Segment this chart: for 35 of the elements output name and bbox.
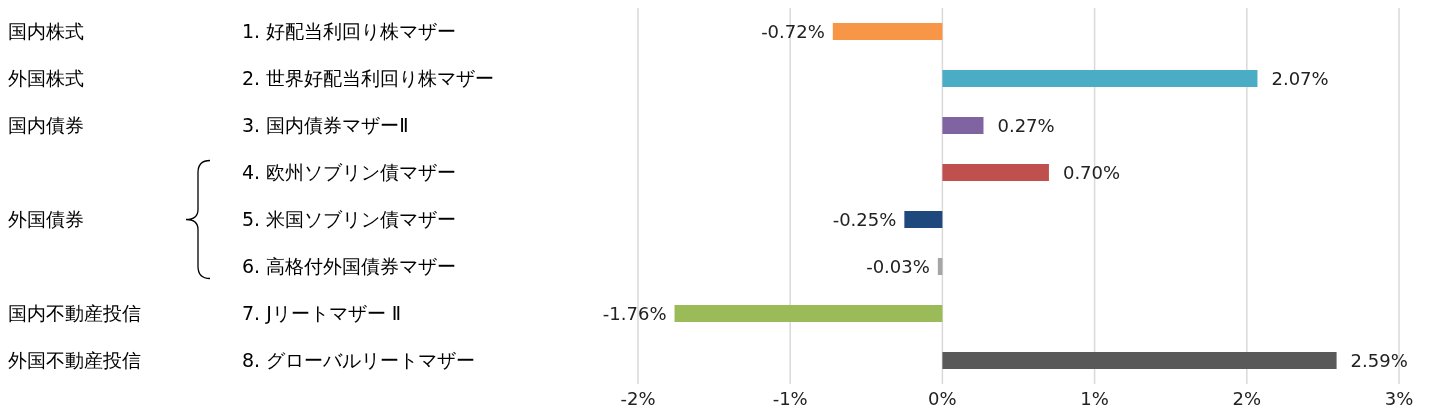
text: 外国株式: [8, 67, 84, 90]
data-label: -0.72%: [761, 20, 825, 42]
y-tick-label: 8. グローバルリートマザー: [242, 349, 476, 372]
y-tick-label: 4. 欧州ソブリン債マザー: [242, 161, 457, 184]
x-tick-label: 0%: [928, 387, 957, 409]
bar: [904, 211, 943, 229]
text: 国内株式: [8, 20, 84, 43]
data-label: 2.59%: [1350, 349, 1408, 371]
y-tick-label: 6. 高格付外国債券マザー: [242, 255, 457, 278]
data-label: 2.07%: [1271, 67, 1329, 89]
text: 国内不動産投信: [8, 302, 141, 325]
x-tick-label: 3%: [1384, 387, 1414, 409]
data-label: -0.25%: [832, 208, 897, 230]
text: 国内債券: [8, 114, 84, 137]
bar: [942, 70, 1258, 88]
data-label: 0.70%: [1062, 161, 1121, 183]
bar: [942, 164, 1049, 182]
data-label: 0.27%: [997, 114, 1055, 136]
y-tick-label: 3. 国内債券マザーⅡ: [242, 114, 409, 137]
data-label: -0.03%: [866, 255, 930, 277]
y-tick-label: 2. 世界好配当利回り株マザー: [242, 67, 495, 90]
bar: [942, 352, 1337, 370]
x-tick-label: -2%: [620, 387, 656, 409]
text: 外国債券: [8, 208, 84, 231]
bar: [832, 23, 943, 41]
x-tick-label: -1%: [772, 387, 808, 409]
data-label: -1.76%: [602, 302, 667, 324]
bar: [674, 305, 943, 323]
y-tick-label: 7. Jリートマザー Ⅱ: [242, 302, 402, 325]
bar: [942, 117, 984, 135]
x-tick-label: 2%: [1232, 387, 1262, 409]
text: 外国不動産投信: [8, 349, 141, 372]
y-tick-label: 5. 米国ソブリン債マザー: [242, 208, 457, 231]
y-tick-label: 1. 好配当利回り株マザー: [242, 20, 457, 43]
x-tick-label: 1%: [1080, 387, 1109, 409]
